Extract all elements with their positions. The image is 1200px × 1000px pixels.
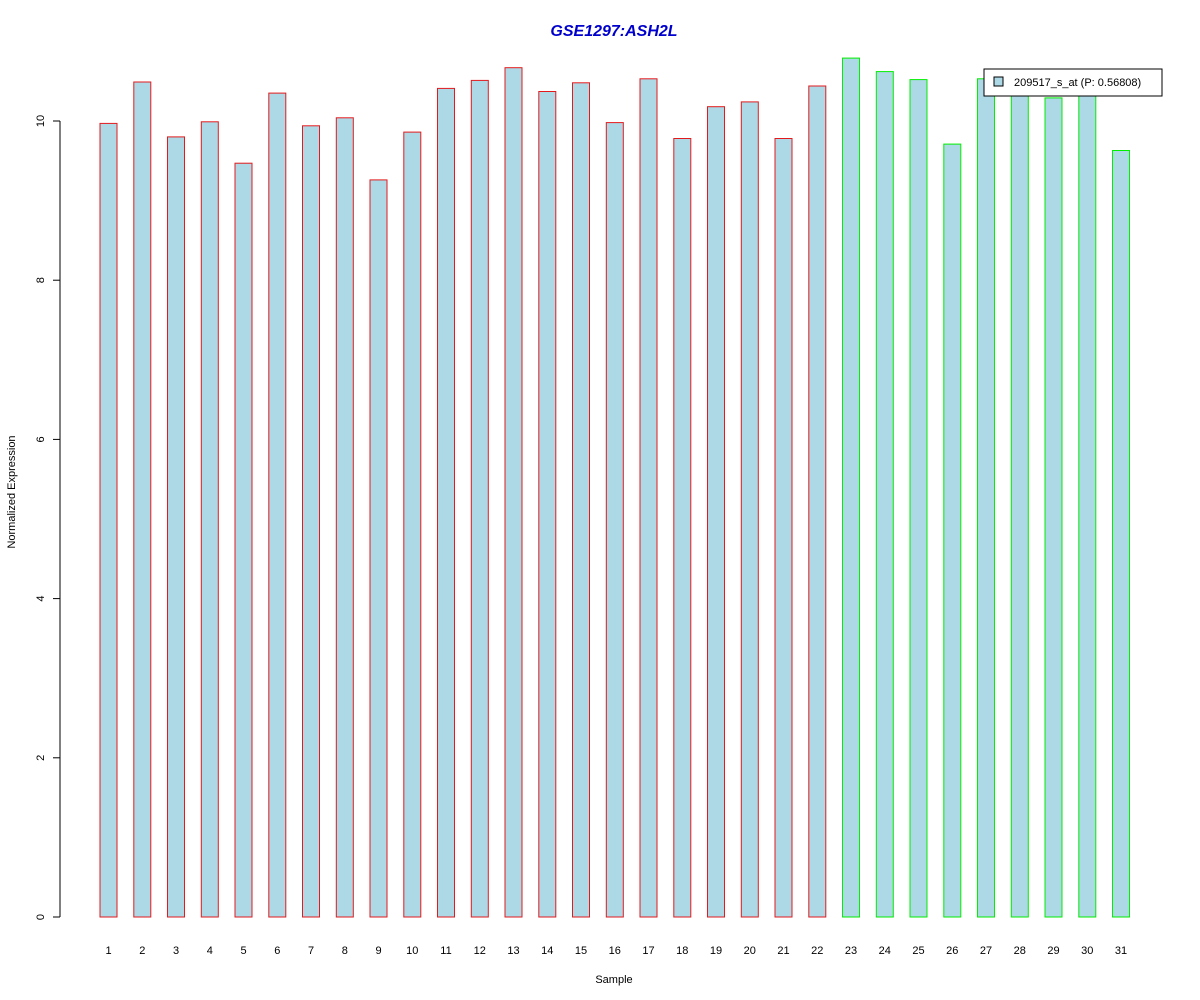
x-tick-label: 11 — [440, 945, 451, 957]
bar-sample-2 — [133, 81, 152, 918]
x-tick-label: 1 — [105, 945, 111, 957]
y-axis: 0 2 4 6 8 10 — [35, 115, 61, 920]
x-tick-label: 13 — [507, 945, 519, 957]
bar-sample-24 — [875, 71, 894, 918]
x-tick-label: 22 — [811, 945, 823, 957]
bar-sample-22 — [808, 85, 827, 918]
bars-layer — [99, 57, 1130, 918]
bar-sample-15 — [572, 82, 590, 918]
bar-sample-19 — [707, 106, 725, 918]
x-tick-label: 8 — [342, 945, 348, 957]
bar-sample-26 — [943, 143, 962, 918]
bar-sample-10 — [403, 131, 422, 918]
x-tick-label: 4 — [207, 945, 213, 957]
legend: 209517_s_at (P: 0.56808) — [983, 68, 1163, 97]
x-tick-label: 25 — [912, 945, 924, 957]
bar-sample-21 — [774, 138, 793, 918]
bar-sample-5 — [234, 162, 253, 918]
bar-sample-4 — [200, 121, 219, 918]
x-tick-label: 21 — [777, 945, 789, 957]
bar-sample-1 — [99, 122, 118, 918]
x-tick-label: 6 — [274, 945, 280, 957]
x-tick-label: 24 — [879, 945, 891, 957]
bar-sample-28 — [1010, 87, 1029, 918]
x-axis-label: Sample — [595, 974, 632, 986]
x-tick-label: 27 — [980, 945, 992, 957]
bar-sample-29 — [1044, 97, 1063, 918]
bar-sample-11 — [437, 87, 455, 918]
x-tick-label: 30 — [1081, 945, 1093, 957]
y-tick-label: 8 — [35, 277, 47, 283]
x-tick-label: 19 — [710, 945, 722, 957]
chart-title: GSE1297:ASH2L — [550, 23, 677, 40]
y-axis-label: Normalized Expression — [6, 435, 18, 548]
y-tick-label: 6 — [35, 436, 47, 442]
x-tick-label: 2 — [139, 945, 145, 957]
bar-sample-23 — [842, 57, 860, 918]
x-tick-label: 20 — [744, 945, 756, 957]
x-tick-label: 17 — [642, 945, 654, 957]
x-tick-label: 28 — [1014, 945, 1026, 957]
bar-sample-6 — [268, 92, 287, 918]
x-tick-label: 15 — [575, 945, 587, 957]
legend-swatch — [993, 76, 1004, 87]
x-tick-label: 7 — [308, 945, 314, 957]
x-tick-label: 10 — [406, 945, 418, 957]
x-tick-label: 9 — [375, 945, 381, 957]
bar-sample-9 — [369, 179, 388, 918]
x-tick-label: 12 — [474, 945, 486, 957]
y-tick-label: 10 — [35, 115, 47, 127]
bar-sample-8 — [335, 117, 354, 918]
bar-sample-30 — [1078, 87, 1097, 918]
y-tick-label: 0 — [35, 914, 47, 920]
bar-sample-31 — [1112, 150, 1130, 918]
x-tick-label: 5 — [240, 945, 246, 957]
bar-sample-25 — [909, 79, 928, 918]
bar-sample-12 — [470, 79, 489, 918]
x-tick-label: 23 — [845, 945, 857, 957]
bar-sample-13 — [504, 67, 523, 918]
legend-label: 209517_s_at (P: 0.56808) — [1014, 77, 1141, 89]
x-tick-label: 18 — [676, 945, 688, 957]
y-tick-label: 4 — [35, 596, 47, 602]
bar-sample-14 — [538, 91, 557, 918]
bar-sample-16 — [605, 122, 624, 918]
x-tick-label: 3 — [173, 945, 179, 957]
bar-sample-3 — [167, 136, 185, 918]
bar-sample-20 — [740, 101, 759, 918]
bar-sample-18 — [673, 138, 692, 918]
x-tick-labels: 1 2 3 4 5 6 7 8 9 10 11 12 13 14 15 16 17 18 19 20 21 22 23 24 2… — [105, 945, 1127, 957]
bar-sample-7 — [302, 125, 320, 918]
x-tick-label: 29 — [1047, 945, 1059, 957]
y-tick-label: 2 — [35, 755, 47, 761]
x-tick-label: 31 — [1115, 945, 1127, 957]
x-tick-label: 14 — [541, 945, 553, 957]
x-tick-label: 26 — [946, 945, 958, 957]
legend-box — [983, 68, 1163, 97]
bar-sample-27 — [977, 78, 995, 918]
bar-sample-17 — [639, 78, 658, 918]
x-tick-label: 16 — [609, 945, 621, 957]
